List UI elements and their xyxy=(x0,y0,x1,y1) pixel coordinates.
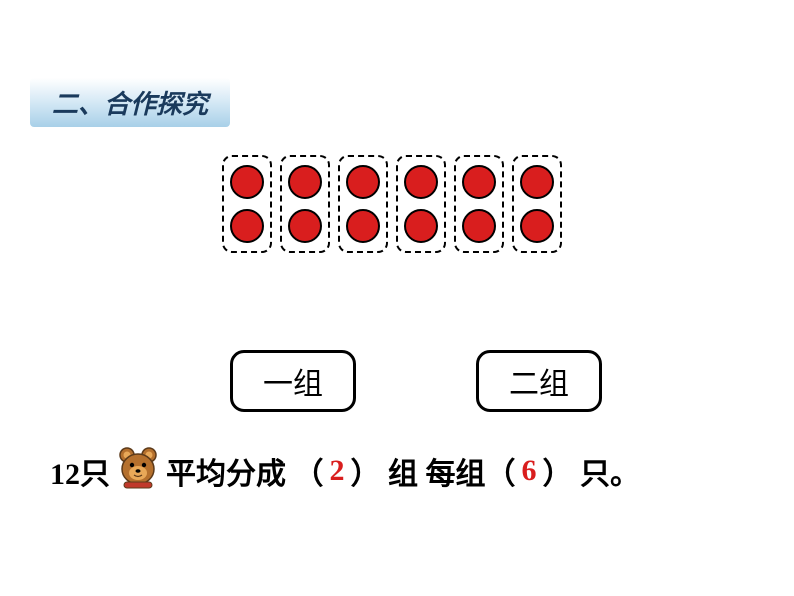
dot-group xyxy=(280,155,330,253)
dot xyxy=(462,165,496,199)
group-label-2: 二组 xyxy=(476,350,602,412)
group-labels-row: 一组 二组 xyxy=(230,350,602,412)
dot-group xyxy=(338,155,388,253)
dot xyxy=(462,209,496,243)
dot xyxy=(346,209,380,243)
sentence-part2: 平均分成 （ xyxy=(166,449,324,493)
section-header: 二、合作探究 xyxy=(30,78,230,127)
section-title-text: 二、合作探究 xyxy=(52,90,208,119)
group-label-2-text: 二组 xyxy=(509,368,569,401)
dot-group xyxy=(512,155,562,253)
dot-group xyxy=(454,155,504,253)
dots-diagram xyxy=(222,155,562,253)
dot xyxy=(230,165,264,199)
answer-1: 2 xyxy=(330,454,345,488)
bear-icon xyxy=(116,445,160,497)
dot xyxy=(404,209,438,243)
sentence-row: 12只 平均分成 （ 2 ） 组 每组（ 6 ） 只。 xyxy=(50,445,640,497)
answer-2: 6 xyxy=(522,454,537,488)
sentence-part3: ） 组 每组（ xyxy=(351,449,516,493)
dot xyxy=(520,209,554,243)
group-label-1-text: 一组 xyxy=(263,368,323,401)
dot xyxy=(288,209,322,243)
dot xyxy=(288,165,322,199)
sentence-prefix: 12只 xyxy=(50,449,110,493)
dot-group xyxy=(396,155,446,253)
dot xyxy=(520,165,554,199)
dot xyxy=(404,165,438,199)
dot xyxy=(346,165,380,199)
group-label-1: 一组 xyxy=(230,350,356,412)
dot-group xyxy=(222,155,272,253)
dot xyxy=(230,209,264,243)
sentence-part4: ） 只。 xyxy=(543,449,641,493)
